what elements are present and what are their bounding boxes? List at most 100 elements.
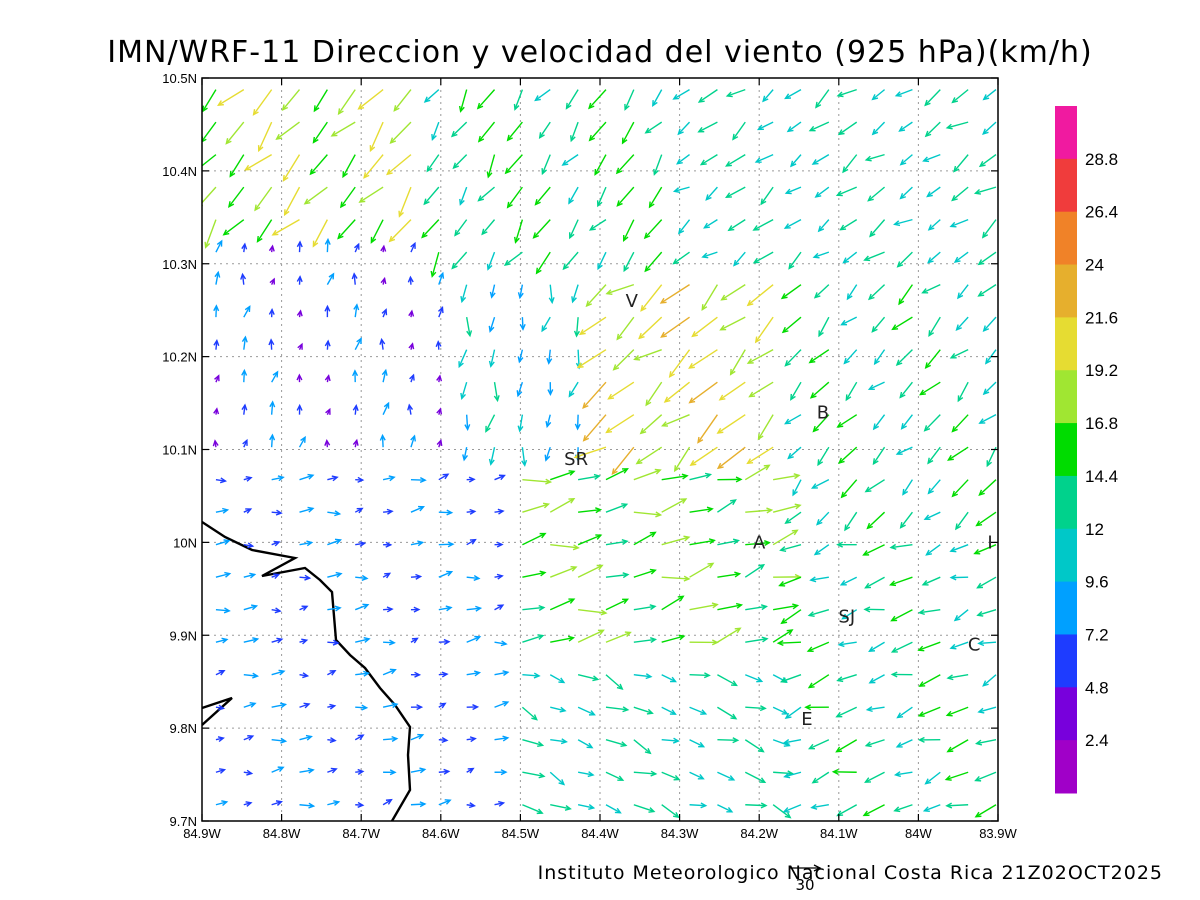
wind-vector	[382, 668, 397, 676]
colorbar-label: 12	[1085, 520, 1104, 539]
wind-vector	[895, 739, 913, 748]
wind-vector	[426, 154, 440, 173]
wind-vector	[466, 574, 481, 582]
wind-vector	[577, 564, 604, 578]
wind-vector	[215, 768, 227, 774]
wind-vector	[835, 186, 857, 197]
wind-vector	[204, 219, 217, 249]
wind-vector	[466, 802, 476, 809]
wind-vector	[503, 251, 523, 266]
wind-vector	[327, 670, 337, 676]
wind-vector	[633, 604, 657, 611]
wind-vector	[571, 284, 579, 304]
wind-vector	[215, 239, 223, 253]
wind-vector	[393, 89, 412, 112]
colorbar-label: 24	[1085, 256, 1104, 275]
wind-vector	[977, 284, 997, 297]
wind-vector	[947, 446, 969, 461]
wind-vector	[565, 89, 579, 110]
wind-vector	[899, 511, 913, 529]
wind-vector	[633, 568, 657, 578]
wind-vector	[945, 121, 969, 130]
wind-vector	[872, 414, 886, 431]
wind-vector	[924, 771, 941, 785]
wind-vector	[546, 349, 553, 365]
wind-vector	[889, 543, 913, 550]
wind-vector	[452, 154, 468, 170]
wind-vector	[299, 802, 316, 809]
wind-vector	[578, 507, 603, 514]
wind-vector	[296, 275, 303, 285]
wind-vector	[215, 571, 232, 578]
y-tick-label: 10.4N	[162, 164, 197, 179]
wind-vector	[577, 804, 596, 810]
wind-vector	[431, 121, 440, 142]
wind-vector	[504, 154, 523, 175]
wind-vector	[893, 804, 913, 813]
wind-vector	[639, 414, 663, 435]
wind-vector	[917, 706, 941, 717]
wind-vector	[773, 473, 801, 481]
wind-vector	[242, 438, 248, 448]
wind-vector	[438, 509, 454, 516]
wind-vector	[421, 219, 440, 239]
wind-vector	[779, 674, 802, 683]
wind-vector	[582, 381, 607, 410]
wind-vector	[324, 237, 331, 253]
x-tick-label: 84.6W	[422, 826, 460, 841]
wind-vector	[982, 381, 997, 396]
wind-vector	[517, 349, 524, 364]
wind-vector	[607, 381, 635, 400]
wind-vector	[494, 508, 505, 515]
wind-vector	[605, 468, 629, 481]
wind-vector	[778, 576, 802, 587]
x-tick-label: 84.9W	[183, 826, 221, 841]
wind-vector	[921, 284, 941, 294]
wind-vector	[437, 306, 444, 318]
wind-vector	[898, 284, 914, 306]
wind-vector	[460, 284, 468, 304]
wind-vector	[410, 606, 421, 613]
wind-vector	[782, 804, 802, 813]
wind-vector	[605, 706, 630, 713]
wind-vector	[981, 219, 997, 239]
wind-vector	[324, 304, 331, 318]
wind-vector	[663, 381, 690, 403]
wind-vector	[486, 251, 496, 271]
wind-vector	[782, 738, 802, 745]
wind-vector	[978, 414, 997, 424]
wind-vector	[808, 121, 830, 132]
wind-vector	[354, 337, 362, 350]
wind-vector	[271, 800, 283, 806]
wind-vector	[549, 598, 576, 611]
wind-vector	[864, 576, 885, 589]
wind-vector	[633, 673, 653, 680]
wind-vector	[342, 154, 356, 179]
wind-vector	[244, 154, 273, 171]
wind-vectors	[202, 88, 997, 819]
wind-vector	[978, 479, 997, 497]
city-label: I	[987, 532, 992, 553]
wind-vector	[337, 89, 356, 116]
wind-vector	[716, 414, 746, 434]
colorbar-label: 28.8	[1085, 150, 1118, 169]
x-tick-label: 84.4W	[581, 826, 619, 841]
wind-vector	[772, 503, 802, 513]
wind-vector	[352, 438, 359, 448]
wind-vector	[616, 316, 635, 341]
wind-vector	[550, 804, 572, 811]
wind-vector	[573, 317, 580, 338]
wind-vector	[354, 734, 365, 741]
wind-vector	[837, 641, 857, 648]
wind-vector	[202, 89, 217, 113]
wind-vector	[984, 349, 997, 365]
wind-vector	[578, 609, 608, 616]
wind-vector	[577, 473, 601, 481]
wind-vector	[918, 674, 941, 687]
wind-vector	[380, 276, 387, 285]
wind-vector	[815, 89, 830, 109]
wind-vector	[213, 407, 220, 415]
wind-vector	[271, 540, 281, 547]
wind-vector	[296, 240, 303, 253]
wind-vector	[202, 121, 217, 143]
